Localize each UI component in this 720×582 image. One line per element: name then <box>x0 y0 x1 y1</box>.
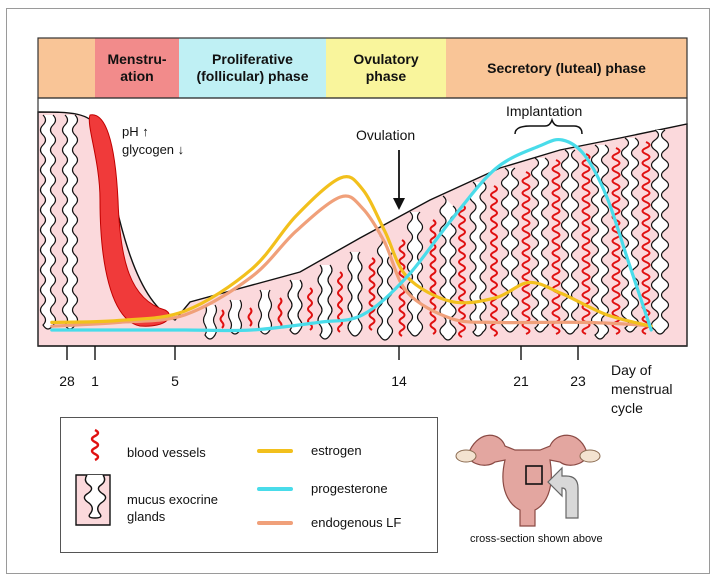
phase-secretory: Secretory (luteal) phase <box>446 38 687 98</box>
mucus-gland <box>347 251 363 337</box>
curved-arrow-icon <box>547 466 579 519</box>
legend-estrogen: estrogen <box>311 443 362 458</box>
tick-label: 1 <box>91 373 99 389</box>
legend-endogenous-lf: endogenous LF <box>311 515 402 530</box>
mucus-gland <box>39 114 57 330</box>
mucus-gland <box>500 167 520 333</box>
series-endogenous-lf <box>50 194 653 328</box>
spiral-artery <box>458 204 466 338</box>
mucus-gland <box>287 279 303 335</box>
figure-frame <box>6 8 710 574</box>
mucus-gland <box>257 289 273 335</box>
spiral-artery <box>611 147 621 335</box>
mucus-gland <box>439 195 457 341</box>
legend-progesterone: progesterone <box>311 481 388 496</box>
uterus-caption: cross-section shown above <box>470 533 603 545</box>
spiral-artery <box>219 309 225 329</box>
phase-menstruation: Menstru- ation <box>95 38 179 98</box>
legend-progesterone-swatch <box>257 487 293 491</box>
tick-label: 23 <box>570 373 586 389</box>
phase-ovulatory: Ovulatory phase <box>326 38 446 98</box>
blood-vessel-layer <box>88 114 651 338</box>
mucus-gland-icon <box>75 474 111 526</box>
tick-label: 5 <box>171 373 179 389</box>
ph-glycogen-note: pH ↑ glycogen ↓ <box>122 124 185 157</box>
phase-prelude <box>38 38 95 98</box>
legend: blood vessels mucus exocrine glands estr… <box>60 417 438 553</box>
tick-label: 14 <box>391 373 407 389</box>
implantation-brace <box>514 117 583 135</box>
series-progesterone <box>50 137 653 333</box>
implantation-label: Implantation <box>506 103 583 119</box>
legend-mucus-glands: mucus exocrine glands <box>127 492 219 524</box>
mucus-gland <box>650 129 670 335</box>
day-axis <box>37 37 688 360</box>
uterus-illustration <box>455 434 601 527</box>
ovary-left <box>455 449 477 463</box>
spiral-artery <box>641 141 651 335</box>
hormone-curves <box>50 137 653 333</box>
ovary-right <box>579 449 601 463</box>
annotation-marks <box>393 117 583 210</box>
cross-section-box <box>525 465 543 485</box>
spiral-artery <box>490 185 498 337</box>
spiral-artery <box>368 257 376 331</box>
spiral-artery <box>521 171 531 335</box>
spiral-artery <box>429 219 437 335</box>
uterus-body <box>467 434 588 527</box>
mucus-gland <box>227 299 243 335</box>
axis-title: Day of menstrual cycle <box>611 362 673 416</box>
phase-proliferative: Proliferative (follicular) phase <box>179 38 326 98</box>
ovulation-label: Ovulation <box>356 127 416 143</box>
spiral-artery <box>398 239 406 337</box>
chart-outline <box>37 97 688 347</box>
mucus-gland <box>469 181 487 337</box>
tick-label: 21 <box>513 373 529 389</box>
series-estrogen <box>50 175 653 328</box>
legend-lf-swatch <box>257 521 293 525</box>
ovulation-arrowhead <box>393 198 405 210</box>
spiral-artery <box>277 297 283 329</box>
mucus-gland <box>406 211 424 337</box>
spiral-artery <box>247 307 253 327</box>
spiral-artery <box>551 159 561 335</box>
phase-bar-outline <box>37 37 688 99</box>
mucus-gland <box>560 149 580 335</box>
tick-label: 28 <box>59 373 75 389</box>
legend-estrogen-swatch <box>257 449 293 453</box>
mucus-gland <box>530 157 550 333</box>
blood-vessel-icon <box>90 428 100 462</box>
legend-blood-vessels: blood vessels <box>127 445 206 460</box>
mucus-gland <box>376 235 394 341</box>
